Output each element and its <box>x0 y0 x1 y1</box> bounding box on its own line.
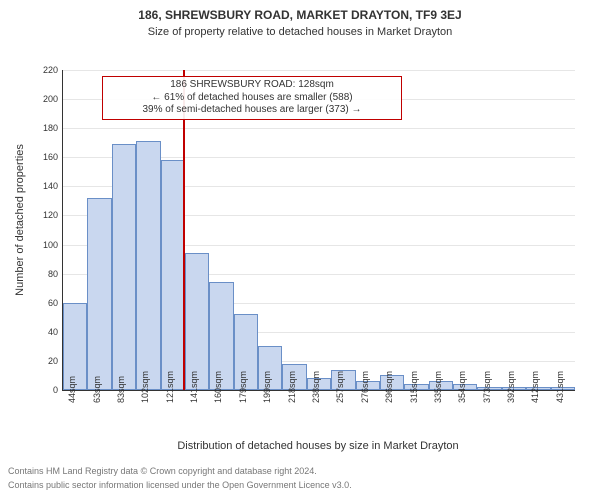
y-tick-label: 0 <box>28 385 58 395</box>
y-tick-label: 200 <box>28 94 58 104</box>
y-tick-label: 40 <box>28 327 58 337</box>
footnote-2: Contains public sector information licen… <box>8 480 352 490</box>
y-tick-label: 20 <box>28 356 58 366</box>
y-tick-label: 100 <box>28 240 58 250</box>
bar <box>87 198 111 390</box>
chart-subtitle: Size of property relative to detached ho… <box>0 26 600 38</box>
chart-title: 186, SHREWSBURY ROAD, MARKET DRAYTON, TF… <box>0 8 600 22</box>
y-axis-label: Number of detached properties <box>14 120 26 320</box>
y-tick-label: 220 <box>28 65 58 75</box>
footnote-1: Contains HM Land Registry data © Crown c… <box>8 466 317 476</box>
gridline <box>63 128 575 129</box>
x-axis-label: Distribution of detached houses by size … <box>62 440 574 452</box>
callout-line2: ← 61% of detached houses are smaller (58… <box>107 92 397 105</box>
gridline <box>63 70 575 71</box>
y-tick-label: 160 <box>28 152 58 162</box>
callout-line3: 39% of semi-detached houses are larger (… <box>107 104 397 117</box>
chart-container: 186, SHREWSBURY ROAD, MARKET DRAYTON, TF… <box>0 0 600 500</box>
bar <box>112 144 136 390</box>
callout-line1: 186 SHREWSBURY ROAD: 128sqm <box>107 79 397 92</box>
callout-box: 186 SHREWSBURY ROAD: 128sqm ← 61% of det… <box>102 76 402 120</box>
y-tick-label: 140 <box>28 181 58 191</box>
y-tick-label: 180 <box>28 123 58 133</box>
bar <box>136 141 160 390</box>
bar <box>161 160 185 390</box>
y-tick-label: 80 <box>28 269 58 279</box>
y-tick-label: 60 <box>28 298 58 308</box>
bar <box>185 253 209 390</box>
y-tick-label: 120 <box>28 210 58 220</box>
